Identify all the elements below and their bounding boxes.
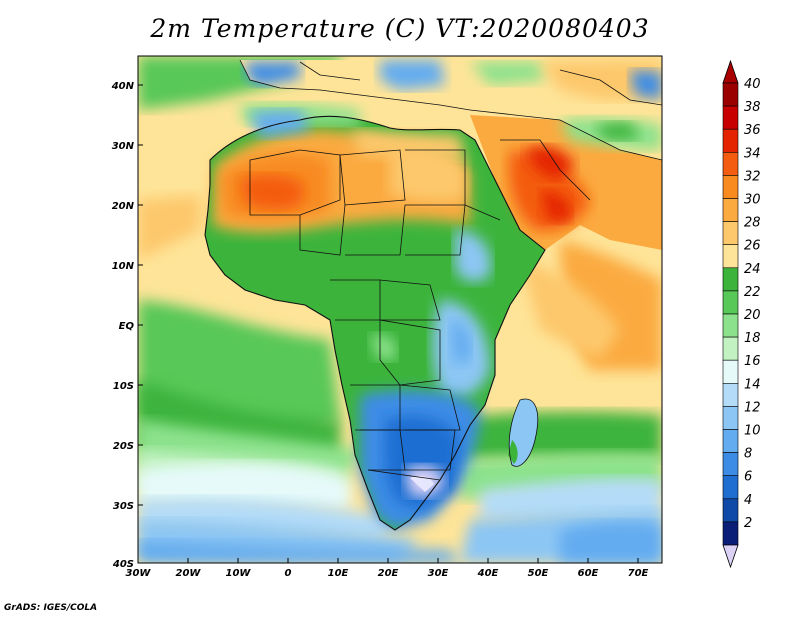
colorbar-swatch xyxy=(722,152,739,176)
plot-frame xyxy=(137,55,663,564)
colorbar-swatch xyxy=(722,452,739,477)
lat-tick-label: 40S xyxy=(112,559,134,570)
colorbar-swatch xyxy=(722,406,739,430)
colorbar-swatch xyxy=(722,128,739,153)
colorbar-label: 28 xyxy=(744,216,761,231)
colorbar-swatch xyxy=(722,498,739,523)
lat-tick-label: 30S xyxy=(113,501,134,512)
lon-tick-label: 70E xyxy=(628,568,649,579)
colorbar-label: 2 xyxy=(744,516,752,531)
colorbar-swatch xyxy=(722,336,739,361)
colorbar-label: 12 xyxy=(744,400,761,415)
colorbar-swatch xyxy=(722,198,739,222)
colorbar-swatch xyxy=(722,521,739,546)
lon-tick-label: 30W xyxy=(126,568,152,579)
colorbar-label: 18 xyxy=(744,331,761,346)
lon-tick-label: 10W xyxy=(226,568,252,579)
lat-tick-label: 40N xyxy=(111,81,135,92)
colorbar-label: 32 xyxy=(744,169,761,184)
colorbar-swatch xyxy=(722,359,739,384)
colorbar-swatch xyxy=(722,313,739,338)
colorbar-label: 40 xyxy=(744,77,761,92)
colorbar-swatch xyxy=(722,475,739,500)
colorbar: 40 38 36 34 32 30 28 26 24 22 20 18 16 14 12 10 8 6 4 2 xyxy=(722,59,761,569)
lon-tick-label: 60E xyxy=(578,568,599,579)
colorbar-swatch xyxy=(722,82,739,107)
lon-tick-label: 10E xyxy=(328,568,349,579)
colorbar-label: 8 xyxy=(744,447,752,462)
colorbar-swatch xyxy=(722,382,739,407)
colorbar-label: 10 xyxy=(744,424,761,439)
colorbar-label: 6 xyxy=(744,470,752,485)
colorbar-top-arrow xyxy=(722,59,739,84)
lat-tick-label: 10N xyxy=(112,261,135,272)
lat-tick-label: 30N xyxy=(112,141,135,152)
colorbar-label: 34 xyxy=(744,146,761,161)
lon-tick-label: 20W xyxy=(176,568,202,579)
credit-text: GrADS: IGES/COLA xyxy=(4,603,98,613)
colorbar-swatch xyxy=(722,221,739,246)
colorbar-label: 36 xyxy=(744,123,761,138)
map-title: 2m Temperature (C) VT:2020080403 xyxy=(150,14,650,43)
country-borders xyxy=(204,59,662,531)
colorbar-label: 30 xyxy=(744,193,761,208)
lon-tick-label: 20E xyxy=(378,568,399,579)
latitude-axis: 40N 30N 20N 10N EQ 10S 20S 30S 40S xyxy=(111,81,143,570)
colorbar-label: 38 xyxy=(744,100,761,115)
colorbar-swatch xyxy=(722,175,739,199)
colorbar-label: 4 xyxy=(744,493,752,508)
lon-tick-label: 40E xyxy=(477,568,499,579)
colorbar-label: 22 xyxy=(744,285,761,300)
colorbar-label: 26 xyxy=(744,239,761,254)
colorbar-swatch xyxy=(722,429,739,453)
lat-tick-label: 10S xyxy=(113,381,134,392)
colorbar-label: 14 xyxy=(744,377,761,392)
lon-tick-label: 50E xyxy=(528,568,549,579)
lon-tick-label: 30E xyxy=(428,568,449,579)
lat-tick-label: 20N xyxy=(112,201,135,212)
lat-tick-label: EQ xyxy=(119,321,135,332)
colorbar-label: 24 xyxy=(744,262,761,277)
colorbar-bottom-arrow xyxy=(722,544,739,569)
colorbar-label: 16 xyxy=(744,354,761,369)
colorbar-swatch xyxy=(722,267,739,292)
temperature-field xyxy=(138,56,662,563)
longitude-axis: 30W 20W 10W 0 10E 20E 30E 40E 50E 60E 70E xyxy=(126,558,649,579)
lon-tick-label: 0 xyxy=(285,568,292,579)
lat-tick-label: 20S xyxy=(113,441,134,452)
colorbar-swatch xyxy=(722,290,739,315)
colorbar-label: 20 xyxy=(744,308,761,323)
colorbar-swatch xyxy=(722,244,739,269)
colorbar-swatch xyxy=(722,105,739,130)
